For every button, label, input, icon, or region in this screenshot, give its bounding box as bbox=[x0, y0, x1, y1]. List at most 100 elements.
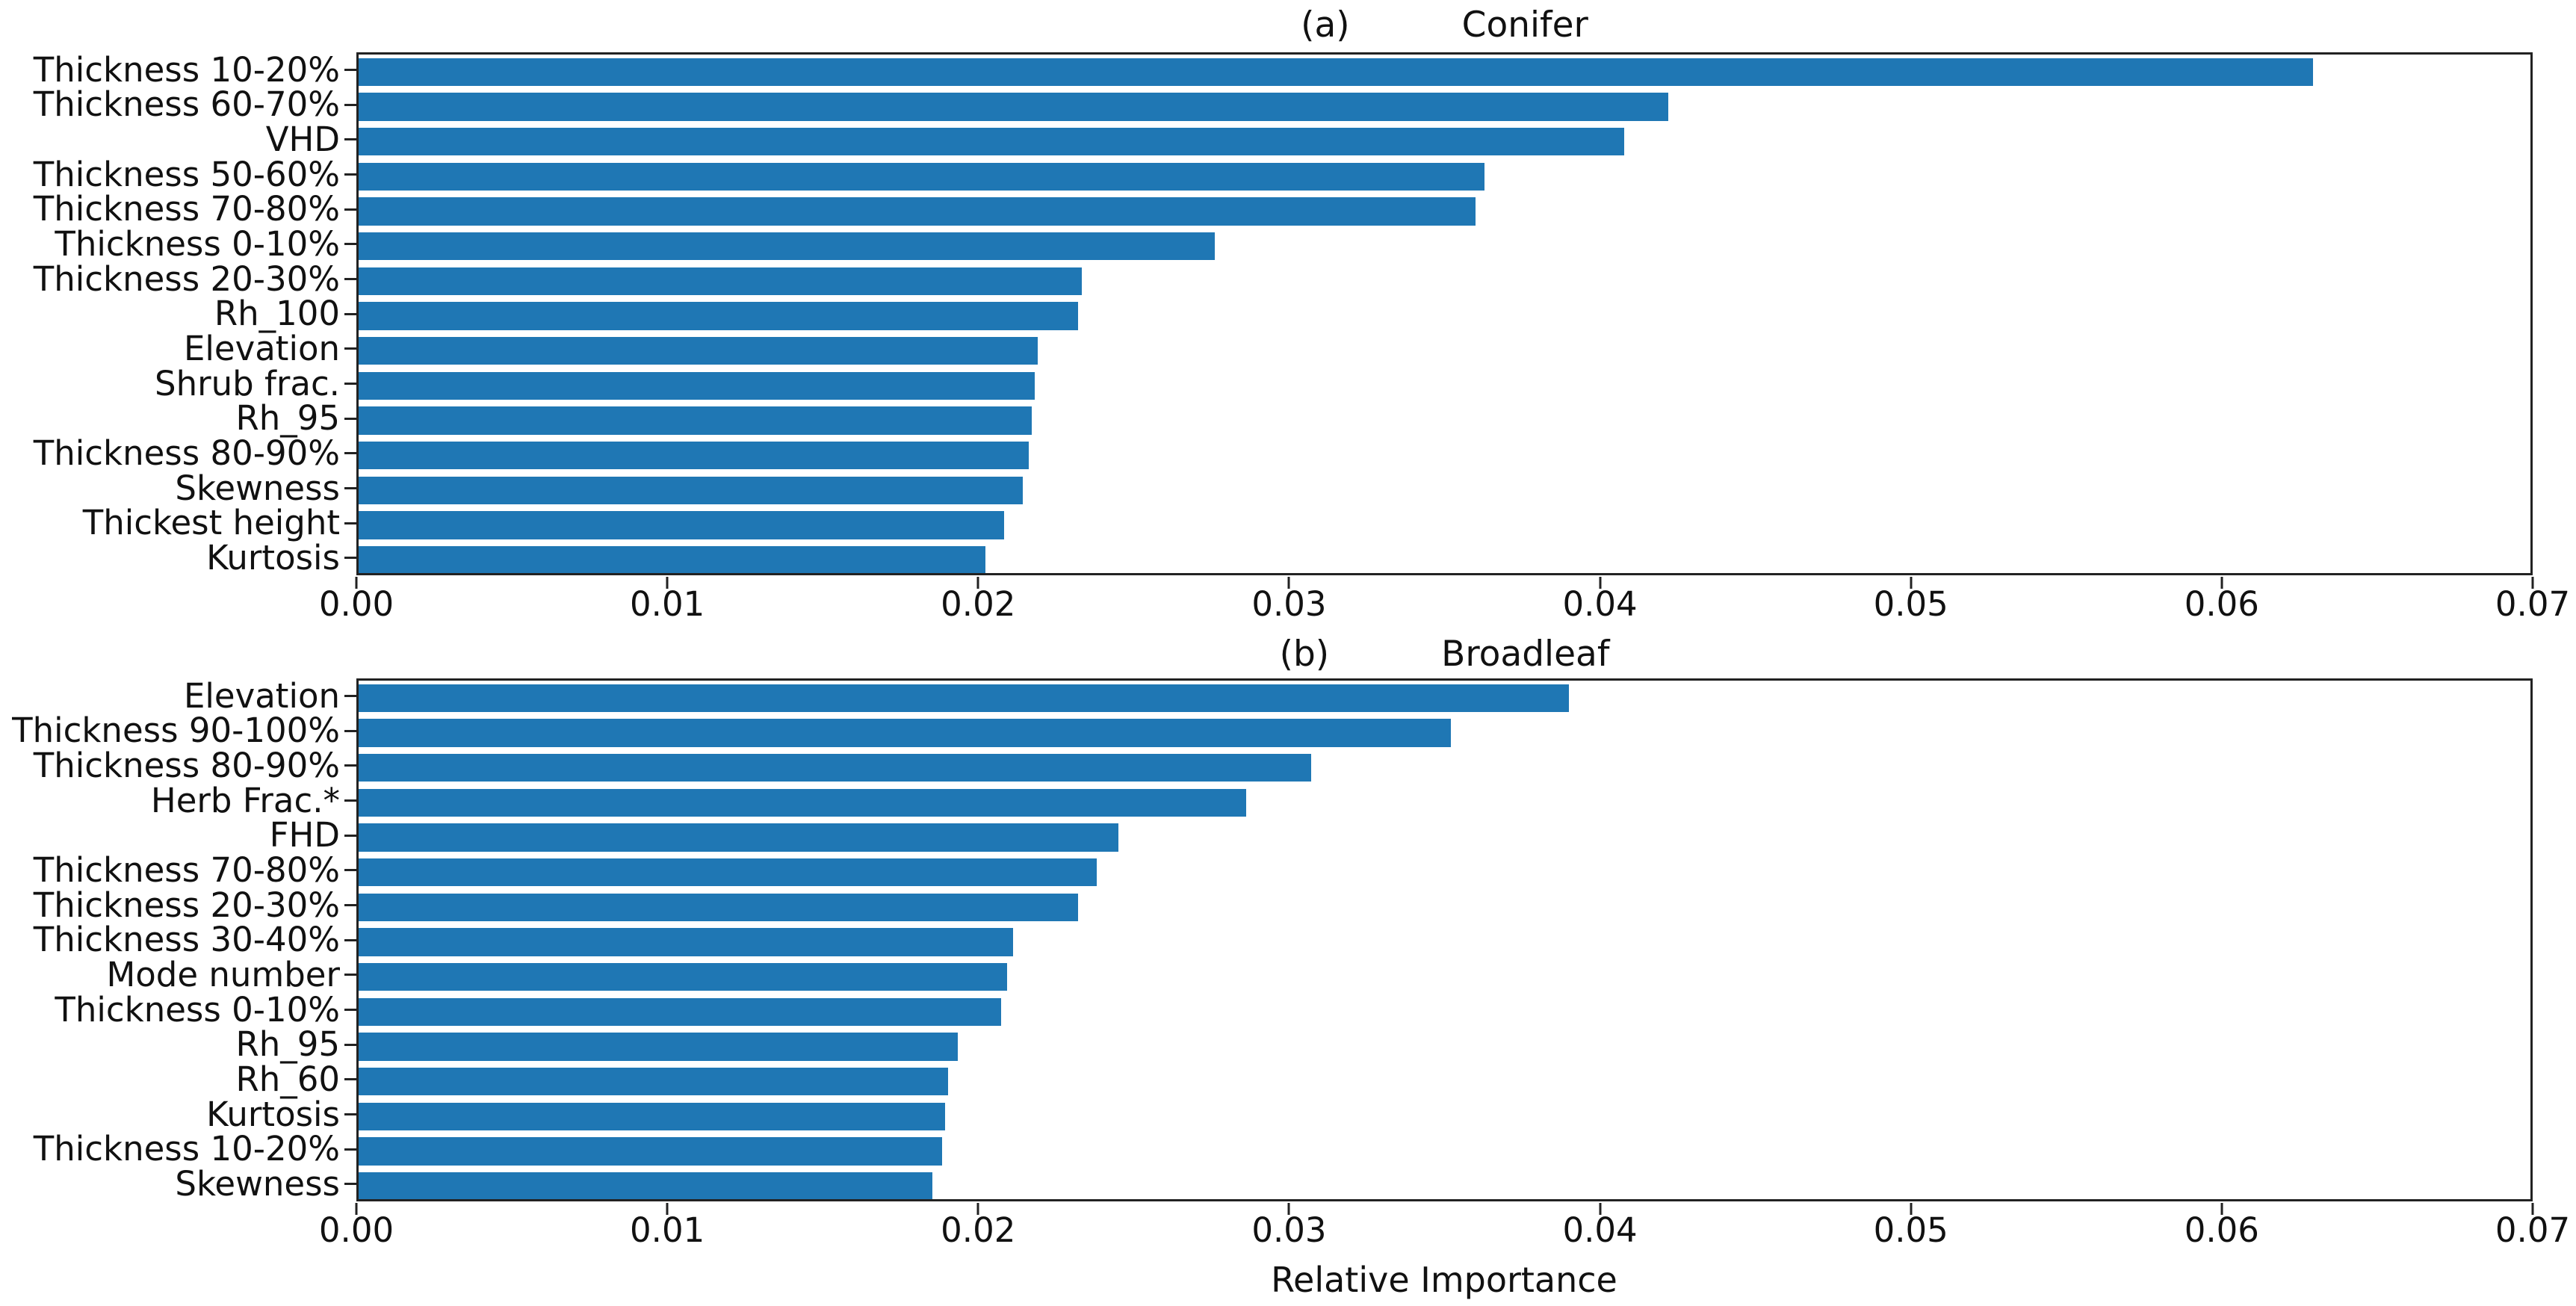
bar bbox=[359, 1137, 942, 1166]
y-tick bbox=[344, 173, 356, 176]
panel-title: (b) Broadleaf bbox=[356, 635, 2533, 674]
y-tick bbox=[344, 1183, 356, 1186]
x-tick-label: 0.06 bbox=[2184, 584, 2259, 624]
y-tick bbox=[344, 382, 356, 385]
y-tick-label: Mode number bbox=[106, 955, 340, 995]
y-tick-label: Thickness 20-30% bbox=[33, 885, 340, 925]
y-tick bbox=[344, 1078, 356, 1081]
y-tick bbox=[344, 834, 356, 837]
y-tick bbox=[344, 138, 356, 141]
bar bbox=[359, 511, 1004, 539]
x-tick-label: 0.07 bbox=[2495, 1210, 2571, 1250]
y-tick-label: Thickness 60-70% bbox=[33, 84, 340, 125]
x-tick-labels: 0.00 0.01 0.02 0.03 0.04 0.05 0.06 0.07 bbox=[319, 584, 2570, 625]
y-tick-label: Thickness 0-10% bbox=[55, 989, 340, 1030]
bar bbox=[359, 302, 1079, 330]
bar bbox=[359, 1102, 945, 1130]
y-tick-label: Thickness 50-60% bbox=[33, 154, 340, 194]
x-tick bbox=[666, 577, 669, 589]
plot-area bbox=[356, 52, 2533, 575]
x-tick-label: 0.04 bbox=[1562, 584, 1638, 624]
bar bbox=[359, 893, 1079, 921]
y-tick-label: Rh_100 bbox=[214, 294, 340, 334]
x-tick bbox=[976, 577, 979, 589]
bar bbox=[359, 232, 1216, 261]
x-tick bbox=[1910, 1203, 1913, 1215]
y-tick bbox=[344, 799, 356, 802]
x-tick-label: 0.02 bbox=[941, 1210, 1016, 1250]
panel-title-text: Broadleaf bbox=[1441, 634, 1610, 675]
bar bbox=[359, 858, 1097, 887]
y-tick bbox=[344, 68, 356, 71]
y-tick bbox=[344, 729, 356, 732]
bar bbox=[359, 1068, 949, 1096]
y-tick-label: Thickness 10-20% bbox=[33, 1129, 340, 1169]
x-tick bbox=[355, 1203, 358, 1215]
y-tick bbox=[344, 869, 356, 872]
y-tick-label: Rh_95 bbox=[235, 398, 340, 439]
panel-label: (a) bbox=[1301, 4, 1350, 46]
bar bbox=[359, 823, 1119, 852]
y-tick bbox=[344, 938, 356, 941]
bar bbox=[359, 1033, 958, 1061]
bar bbox=[359, 371, 1035, 400]
y-tick bbox=[344, 417, 356, 420]
x-tick bbox=[1287, 1203, 1290, 1215]
bar bbox=[359, 128, 1625, 156]
y-tick-label: Elevation bbox=[183, 329, 340, 369]
x-tick-label: 0.07 bbox=[2495, 584, 2571, 624]
y-tick bbox=[344, 347, 356, 350]
x-tick-labels: 0.00 0.01 0.02 0.03 0.04 0.05 0.06 0.07 bbox=[319, 1210, 2570, 1251]
plot-area bbox=[356, 678, 2533, 1201]
x-tick-label: 0.04 bbox=[1562, 1210, 1638, 1250]
y-tick bbox=[344, 974, 356, 977]
bar bbox=[359, 963, 1007, 991]
x-tick-label: 0.05 bbox=[1873, 584, 1948, 624]
y-tick bbox=[344, 452, 356, 455]
x-tick-label: 0.06 bbox=[2184, 1210, 2259, 1250]
x-tick-label: 0.00 bbox=[318, 584, 394, 624]
bar bbox=[359, 58, 2314, 86]
x-tick bbox=[2220, 1203, 2223, 1215]
x-tick bbox=[2531, 577, 2534, 589]
y-tick-label: Thickness 80-90% bbox=[33, 746, 340, 786]
bar bbox=[359, 997, 1001, 1026]
y-tick bbox=[344, 277, 356, 280]
bar bbox=[359, 93, 1668, 121]
x-tick-label: 0.02 bbox=[941, 584, 1016, 624]
y-tick-label: Thickness 30-40% bbox=[33, 920, 340, 960]
y-tick-label: VHD bbox=[265, 120, 340, 160]
bar bbox=[359, 337, 1038, 365]
y-axis-labels: Elevation Thickness 90-100% Thickness 80-9… bbox=[0, 678, 340, 1201]
panel-title: (a) Conifer bbox=[356, 6, 2533, 45]
y-tick bbox=[344, 903, 356, 906]
y-tick-label: Thickness 10-20% bbox=[33, 49, 340, 90]
x-axis-title: Relative Importance bbox=[1271, 1260, 1617, 1300]
x-tick bbox=[1599, 577, 1602, 589]
y-tick bbox=[344, 557, 356, 560]
y-tick bbox=[344, 694, 356, 697]
y-tick bbox=[344, 1112, 356, 1115]
y-tick-label: Skewness bbox=[175, 1164, 340, 1204]
x-tick-label: 0.03 bbox=[1251, 584, 1327, 624]
y-tick-label: Skewness bbox=[175, 468, 340, 508]
bar bbox=[359, 719, 1451, 747]
panel-title-text: Conifer bbox=[1461, 4, 1588, 46]
y-tick bbox=[344, 764, 356, 767]
x-tick bbox=[1599, 1203, 1602, 1215]
y-tick-label: Shrub frac. bbox=[155, 363, 340, 403]
x-tick-label: 0.00 bbox=[318, 1210, 394, 1250]
bar bbox=[359, 476, 1023, 504]
y-tick-label: Kurtosis bbox=[206, 538, 340, 578]
x-tick bbox=[976, 1203, 979, 1215]
x-tick-label: 0.01 bbox=[630, 1210, 705, 1250]
y-tick bbox=[344, 522, 356, 524]
y-tick bbox=[344, 312, 356, 315]
y-tick-label: Thickness 80-90% bbox=[33, 433, 340, 474]
x-tick bbox=[1910, 577, 1913, 589]
y-ticks bbox=[344, 52, 356, 575]
bar bbox=[359, 442, 1030, 470]
bar bbox=[359, 197, 1476, 226]
y-tick-label: Thickness 70-80% bbox=[33, 189, 340, 229]
